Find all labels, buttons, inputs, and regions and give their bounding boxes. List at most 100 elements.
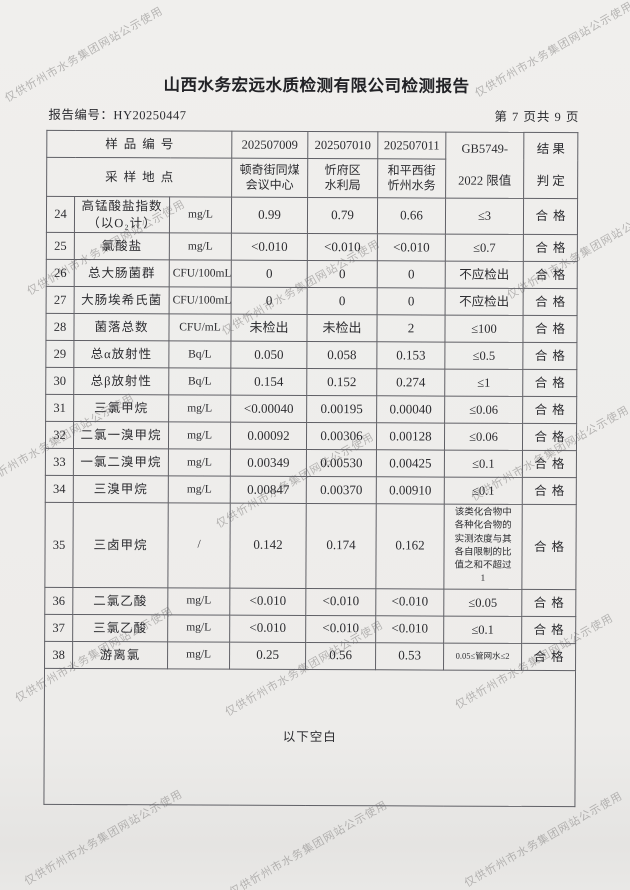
limit-value: ≤3 — [445, 198, 524, 235]
row-number: 31 — [45, 394, 74, 422]
value-sample-2: 0.174 — [305, 503, 377, 589]
value-sample-3: 0.274 — [376, 368, 445, 397]
value-sample-3: 0.153 — [376, 341, 445, 370]
value-sample-2: 0 — [307, 287, 378, 315]
parameter-name: 三氯甲烷 — [73, 394, 169, 422]
unit: mg/L — [169, 232, 232, 261]
location-2: 忻府区 水利局 — [307, 158, 378, 198]
unit: / — [167, 502, 231, 588]
value-sample-3: <0.010 — [375, 615, 444, 643]
value-sample-1: 0 — [231, 287, 308, 315]
value-sample-2: 0.058 — [306, 341, 377, 369]
unit: mg/L — [168, 421, 231, 450]
parameter-name: 菌落总数 — [73, 313, 170, 341]
limit-value: 该类化合物中各种化合物的实测浓度与其各自限制的比值之和不超过1 — [443, 504, 523, 590]
table-row: 24 高锰酸盐指数 （以O₂计） mg/L 0.99 0.79 0.66 ≤3 … — [46, 196, 578, 235]
unit: Bq/L — [168, 367, 231, 396]
parameter-name: 大肠埃希氏菌 — [74, 286, 170, 314]
table-row: 34 三溴甲烷 mg/L 0.00847 0.00370 0.00910 ≤0.… — [45, 475, 577, 505]
parameter-name: 总β放射性 — [73, 367, 169, 395]
parameter-name: 三卤甲烷 — [72, 502, 169, 588]
parameter-name: 一氯二溴甲烷 — [73, 448, 169, 476]
row-number: 33 — [45, 448, 74, 476]
value-sample-3: 0.00128 — [376, 422, 445, 451]
limit-value: 不应检出 — [445, 288, 524, 316]
result-judgement-header: 结 果 判 定 — [523, 132, 578, 199]
result-header-line1: 结 果 — [536, 142, 565, 157]
result-judgement: 合格 — [523, 261, 578, 289]
results-tbody: 样品编号 202507009 202507010 202507011 GB574… — [43, 130, 578, 807]
result-judgement: 合格 — [523, 288, 578, 316]
row-number: 27 — [46, 286, 75, 314]
parameter-name: 二氯一溴甲烷 — [73, 421, 169, 449]
row-number: 28 — [45, 313, 75, 341]
page-number: 第 7 页共 9 页 — [494, 109, 580, 125]
value-sample-2: 0.00370 — [306, 476, 377, 504]
value-sample-2: 0.56 — [305, 642, 376, 670]
unit: mg/L — [169, 196, 232, 234]
sample-id-1: 202507009 — [231, 131, 308, 159]
value-sample-3: 0.00040 — [376, 395, 445, 424]
value-sample-2: 0 — [307, 260, 378, 288]
result-judgement: 合格 — [523, 234, 578, 262]
value-sample-3: <0.010 — [377, 233, 446, 262]
value-sample-1: 0.00092 — [230, 422, 307, 450]
value-sample-1: 未检出 — [230, 314, 308, 342]
row-number: 37 — [44, 614, 73, 642]
value-sample-2: 0.00530 — [306, 449, 377, 477]
standard-limit-header: GB5749- 2022 限值 — [445, 132, 524, 199]
value-sample-1: <0.00040 — [230, 395, 307, 423]
row-number: 38 — [44, 641, 73, 669]
value-sample-3: 0.00910 — [376, 476, 445, 505]
row-number: 36 — [44, 587, 73, 615]
value-sample-1: 0.050 — [230, 341, 307, 369]
value-sample-1: 0.99 — [231, 197, 308, 234]
result-judgement: 合格 — [523, 198, 578, 235]
table-row: 29 总α放射性 Bq/L 0.050 0.058 0.153 ≤0.5 合格 — [45, 340, 577, 370]
result-judgement: 合格 — [521, 504, 577, 590]
parameter-name: 二氯乙酸 — [72, 587, 168, 615]
result-judgement: 合格 — [522, 342, 577, 370]
limit-value: ≤0.1 — [444, 477, 523, 505]
unit: mg/L — [168, 394, 231, 423]
unit: CFU/100mL — [169, 259, 232, 288]
row-number: 32 — [45, 421, 74, 449]
row-number: 25 — [46, 232, 75, 260]
result-judgement: 合格 — [522, 315, 578, 343]
value-sample-2: 0.00195 — [306, 395, 377, 423]
limit-value: ≤1 — [444, 369, 523, 397]
value-sample-3: 0.66 — [377, 197, 446, 235]
value-sample-1: 0 — [231, 260, 308, 288]
watermark-text: 仅供忻州市水务集团网站公示使用 — [227, 798, 390, 890]
report-number: 报告编号：HY20250447 — [48, 107, 187, 123]
value-sample-2: <0.010 — [305, 588, 376, 616]
location-header: 采样地点 — [46, 157, 232, 198]
unit: mg/L — [167, 587, 230, 615]
limit-value: ≤0.1 — [444, 450, 523, 478]
table-row: 28 菌落总数 CFU/mL 未检出 未检出 2 ≤100 合格 — [45, 313, 578, 343]
limit-value: ≤0.1 — [443, 615, 522, 644]
parameter-name: 氯酸盐 — [74, 232, 170, 260]
row-number: 34 — [45, 475, 74, 503]
parameter-name: 三氯乙酸 — [72, 614, 168, 642]
limit-value: 不应检出 — [445, 261, 524, 289]
value-sample-3: 0.53 — [375, 642, 444, 670]
result-judgement: 合格 — [522, 477, 577, 505]
row-number: 26 — [46, 259, 75, 287]
table-row: 37 三氯乙酸 mg/L <0.010 <0.010 <0.010 ≤0.1 合… — [44, 614, 576, 644]
parameter-name: 总大肠菌群 — [74, 259, 170, 287]
value-sample-3: 2 — [376, 314, 446, 343]
limit-value: ≤0.05 — [443, 588, 522, 617]
value-sample-2: 未检出 — [306, 314, 378, 342]
row-number: 30 — [45, 367, 74, 395]
table-row: 30 总β放射性 Bq/L 0.154 0.152 0.274 ≤1 合格 — [45, 367, 577, 397]
result-judgement: 合格 — [522, 396, 577, 424]
limit-value: ≤0.06 — [444, 396, 523, 424]
unit: mg/L — [167, 641, 230, 669]
standard-year-limit: 2022 限值 — [458, 173, 512, 188]
sample-id-3: 202507011 — [377, 131, 446, 160]
value-sample-1: 0.25 — [229, 641, 306, 670]
value-sample-2: 0.79 — [307, 197, 378, 234]
parameter-name: 游离氯 — [72, 641, 168, 669]
result-judgement: 合格 — [522, 450, 577, 478]
